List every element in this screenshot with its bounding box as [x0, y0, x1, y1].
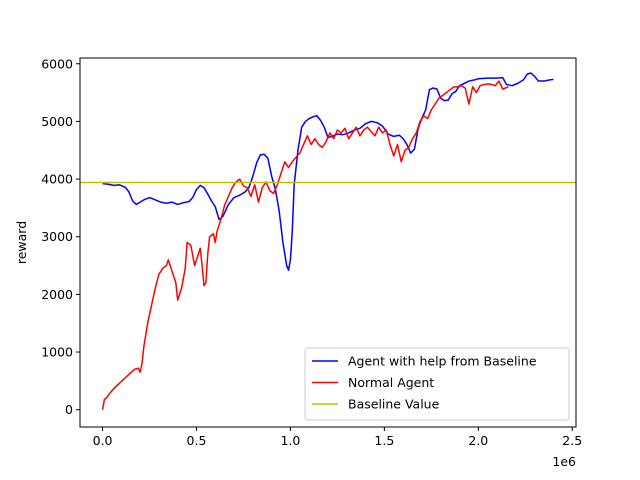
axes-frame [79, 57, 577, 428]
x-axis: 0.0 0.5 1.0 1.5 2.0 2.5 [93, 427, 582, 448]
y-tick-label: 5000 [41, 114, 73, 129]
y-tick-label: 4000 [41, 172, 73, 187]
y-tick-label: 1000 [41, 345, 73, 360]
y-tick-label: 0 [65, 402, 73, 417]
y-axis-label: reward [14, 221, 29, 264]
plot-area [79, 57, 577, 428]
y-tick-label: 3000 [41, 229, 73, 244]
x-tick-label: 1.5 [374, 433, 394, 448]
x-axis-offset-label: 1e6 [552, 454, 576, 469]
legend-label-normal-agent: Normal Agent [348, 375, 434, 390]
y-axis: 0 1000 2000 3000 4000 5000 6000 [41, 56, 80, 417]
series-line-normal-agent [101, 80, 509, 410]
x-tick-label: 1.0 [280, 433, 300, 448]
legend-box [304, 347, 570, 421]
x-tick-label: 0.5 [187, 433, 207, 448]
y-tick-label: 6000 [41, 56, 73, 71]
x-tick-label: 2.0 [468, 433, 488, 448]
legend-label-agent-with-help-from-baseline: Agent with help from Baseline [348, 354, 537, 369]
series-line-agent-with-help-from-baseline [102, 72, 554, 271]
y-tick-label: 2000 [41, 287, 73, 302]
legend: Agent with help from Baseline Normal Agen… [304, 347, 570, 421]
x-tick-label: 0.0 [93, 433, 113, 448]
x-tick-label: 2.5 [562, 433, 582, 448]
legend-label-baseline-value: Baseline Value [348, 397, 440, 412]
series-layer [80, 72, 576, 410]
